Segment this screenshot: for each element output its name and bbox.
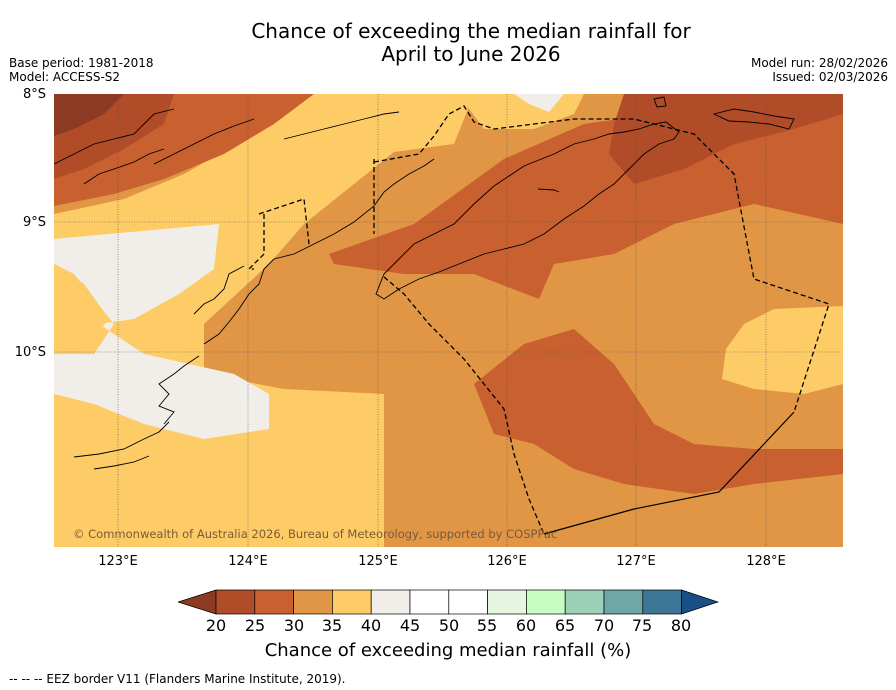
title-line-1: Chance of exceeding the median rainfall … bbox=[251, 19, 691, 43]
zone-25-30-center bbox=[329, 114, 843, 299]
colorbar-30-35 bbox=[293, 589, 333, 615]
lat-label-8s: 8°S bbox=[22, 87, 46, 102]
lon-label-128e: 128°E bbox=[746, 554, 786, 569]
colorbar-label-45: 45 bbox=[399, 616, 421, 635]
colorbar-60-65 bbox=[526, 589, 566, 615]
graticule bbox=[54, 94, 843, 547]
colorbar-label-30: 30 bbox=[283, 616, 305, 635]
model-run: Model run: 28/02/2026 bbox=[750, 56, 888, 70]
colorbar-70-75 bbox=[603, 589, 644, 615]
title-line-2: April to June 2026 bbox=[381, 42, 561, 66]
colorbar-over-80 bbox=[681, 589, 719, 615]
lon-label-127e: 127°E bbox=[616, 554, 656, 569]
issued-date: Issued: 02/03/2026 bbox=[772, 70, 888, 84]
meta-right: Model run: 28/02/2026 Issued: 02/03/2026 bbox=[751, 56, 888, 84]
zone-25-30-south bbox=[474, 329, 843, 494]
lat-label-10s: 10°S bbox=[14, 345, 46, 360]
rainfall-map: © Commonwealth of Australia 2026, Bureau… bbox=[54, 94, 843, 547]
zone-35-40-east bbox=[722, 306, 843, 394]
copyright-text: © Commonwealth of Australia 2026, Bureau… bbox=[73, 527, 557, 541]
colorbar-35-40 bbox=[332, 589, 372, 615]
lon-label-125e: 125°E bbox=[358, 554, 398, 569]
colorbar-label-25: 25 bbox=[244, 616, 266, 635]
colorbar-label-75: 75 bbox=[631, 616, 653, 635]
zone-20-25-northeast bbox=[609, 94, 843, 184]
zone-40-45-north bbox=[514, 94, 564, 112]
eez-border-solid bbox=[543, 411, 795, 535]
colorbar-label-60: 60 bbox=[515, 616, 537, 635]
coastlines bbox=[54, 96, 795, 470]
colorbar-20-25 bbox=[215, 589, 256, 615]
colorbar-label-70: 70 bbox=[593, 616, 615, 635]
lon-label-124e: 124°E bbox=[228, 554, 268, 569]
colorbar-75-80 bbox=[642, 589, 682, 615]
base-period: Base period: 1981-2018 bbox=[9, 56, 154, 70]
colorbar-25-30 bbox=[254, 589, 294, 615]
lon-label-123e: 123°E bbox=[98, 554, 138, 569]
model-name: Model: ACCESS-S2 bbox=[9, 70, 121, 84]
colorbar bbox=[178, 589, 719, 615]
chart-title: Chance of exceeding the median rainfall … bbox=[0, 20, 896, 66]
zone-35-40-west-gap bbox=[54, 264, 109, 354]
colorbar-50-55 bbox=[448, 589, 488, 615]
colorbar-label-80: 80 bbox=[670, 616, 692, 635]
zone-40-45-west bbox=[54, 224, 269, 439]
colorbar-45-50 bbox=[409, 589, 450, 615]
colorbar-title: Chance of exceeding median rainfall (%) bbox=[264, 640, 632, 661]
colorbar-label-50: 50 bbox=[438, 616, 460, 635]
colorbar-label-35: 35 bbox=[321, 616, 343, 635]
colorbar-label-40: 40 bbox=[360, 616, 382, 635]
colorbar-40-45 bbox=[370, 589, 411, 615]
colorbar-under-20 bbox=[178, 589, 217, 615]
footer-note: -- -- -- EEZ border V11 (Flanders Marine… bbox=[9, 672, 346, 686]
zone-under-20-northwest bbox=[54, 94, 124, 136]
colorbar-65-70 bbox=[564, 589, 605, 615]
meta-left: Base period: 1981-2018 Model: ACCESS-S2 bbox=[9, 56, 154, 84]
colorbar-label-65: 65 bbox=[554, 616, 576, 635]
colorbar-label-20: 20 bbox=[205, 616, 227, 635]
lat-label-9s: 9°S bbox=[22, 215, 46, 230]
colorbar-55-60 bbox=[487, 589, 527, 615]
colorbar-label-55: 55 bbox=[476, 616, 498, 635]
lon-label-126e: 126°E bbox=[487, 554, 527, 569]
